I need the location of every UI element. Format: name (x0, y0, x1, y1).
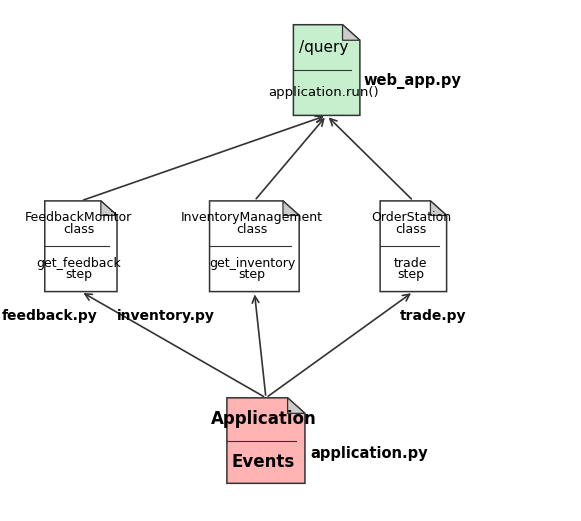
Text: InventoryManagement: InventoryManagement (181, 212, 323, 225)
Polygon shape (343, 24, 360, 40)
Text: class: class (395, 223, 426, 236)
Polygon shape (210, 201, 299, 292)
Polygon shape (101, 201, 117, 215)
Text: web_app.py: web_app.py (364, 72, 462, 89)
Polygon shape (431, 201, 447, 215)
Polygon shape (288, 398, 305, 413)
Polygon shape (380, 201, 447, 292)
Text: trade: trade (394, 257, 428, 270)
Polygon shape (227, 398, 305, 483)
Text: get_inventory: get_inventory (209, 257, 295, 270)
Text: FeedbackMonitor: FeedbackMonitor (25, 212, 132, 225)
Text: step: step (238, 268, 266, 281)
Text: step: step (397, 268, 425, 281)
Text: class: class (236, 223, 268, 236)
Text: Events: Events (232, 453, 295, 471)
Polygon shape (293, 24, 360, 115)
Polygon shape (283, 201, 299, 215)
Text: Application: Application (210, 410, 316, 428)
Text: inventory.py: inventory.py (117, 309, 215, 323)
Text: get_feedback: get_feedback (36, 257, 121, 270)
Text: trade.py: trade.py (400, 309, 467, 323)
Text: step: step (65, 268, 92, 281)
Text: application.py: application.py (311, 446, 428, 461)
Text: /query: /query (299, 40, 349, 55)
Text: feedback.py: feedback.py (1, 309, 97, 323)
Text: application.run(): application.run() (269, 86, 379, 99)
Text: class: class (63, 223, 94, 236)
Polygon shape (45, 201, 117, 292)
Text: OrderStation: OrderStation (371, 212, 451, 225)
